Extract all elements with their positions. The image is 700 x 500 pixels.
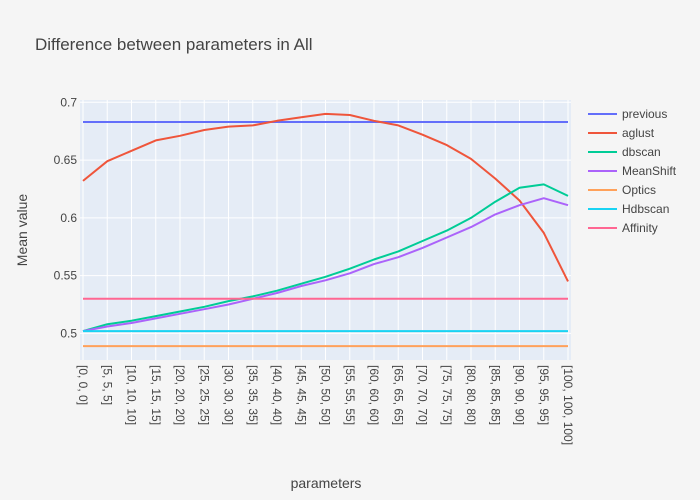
legend-label: dbscan — [622, 145, 661, 159]
x-gridlines — [82, 100, 569, 360]
y-tick-label: 0.6 — [60, 211, 77, 225]
x-tick-label: [30, 30, 30] — [222, 365, 236, 425]
x-tick-label: [60, 60, 60] — [367, 365, 381, 425]
legend-item-aglust[interactable]: aglust — [588, 126, 655, 140]
x-tick-label: [95, 95, 95] — [537, 365, 551, 425]
x-tick-labels: [0, 0, 0] [5, 5, 5] [10, 10, 10] [15, 15, 1… — [76, 365, 575, 445]
x-tick-label: [10, 10, 10] — [125, 365, 139, 425]
y-tick-label: 0.55 — [54, 269, 78, 283]
x-tick-label: [80, 80, 80] — [464, 365, 478, 425]
x-tick-label: [40, 40, 40] — [270, 365, 284, 425]
y-tick-label: 0.65 — [54, 153, 78, 167]
y-tick-labels: 0.5 0.55 0.6 0.65 0.7 — [54, 95, 78, 340]
x-tick-label: [0, 0, 0] — [76, 365, 90, 405]
legend-label: Optics — [622, 183, 656, 197]
x-axis-title: parameters — [291, 475, 362, 491]
y-tick-label: 0.7 — [60, 95, 77, 109]
x-tick-label: [15, 15, 15] — [149, 365, 163, 425]
legend-label: aglust — [622, 126, 655, 140]
x-tick-label: [85, 85, 85] — [488, 365, 502, 425]
series-line-meanshift[interactable] — [82, 197, 569, 333]
legend-item-dbscan[interactable]: dbscan — [588, 145, 661, 159]
legend-item-hdbscan[interactable]: Hdbscan — [588, 202, 669, 216]
x-tick-label: [70, 70, 70] — [416, 365, 430, 425]
x-tick-label: [75, 75, 75] — [440, 365, 454, 425]
x-tick-label: [5, 5, 5] — [100, 365, 114, 405]
series-line-dbscan[interactable] — [82, 183, 569, 333]
legend-item-affinity[interactable]: Affinity — [588, 221, 658, 235]
x-tick-label: [20, 20, 20] — [173, 365, 187, 425]
series-line-aglust[interactable] — [82, 112, 569, 282]
series-lines — [82, 112, 569, 348]
legend-label: MeanShift — [622, 164, 677, 178]
x-tick-label: [55, 55, 55] — [343, 365, 357, 425]
legend-item-previous[interactable]: previous — [588, 107, 667, 121]
x-tick-label: [90, 90, 90] — [513, 365, 527, 425]
y-gridlines — [80, 101, 571, 334]
x-tick-label: [25, 25, 25] — [197, 365, 211, 425]
y-tick-label: 0.5 — [60, 326, 77, 340]
legend-label: previous — [622, 107, 667, 121]
legend[interactable]: previous aglust dbscan MeanShift Optics Hdbsc… — [588, 107, 677, 235]
legend-label: Affinity — [622, 221, 658, 235]
y-axis-title: Mean value — [14, 194, 30, 267]
x-tick-label: [65, 65, 65] — [391, 365, 405, 425]
x-tick-label: [45, 45, 45] — [294, 365, 308, 425]
x-tick-label: [50, 50, 50] — [319, 365, 333, 425]
chart-title: Difference between parameters in All — [35, 35, 313, 54]
legend-label: Hdbscan — [622, 202, 669, 216]
legend-item-optics[interactable]: Optics — [588, 183, 656, 197]
x-tick-label: [35, 35, 35] — [246, 365, 260, 425]
legend-item-meanshift[interactable]: MeanShift — [588, 164, 677, 178]
x-tick-label: [100, 100, 100] — [561, 365, 575, 445]
